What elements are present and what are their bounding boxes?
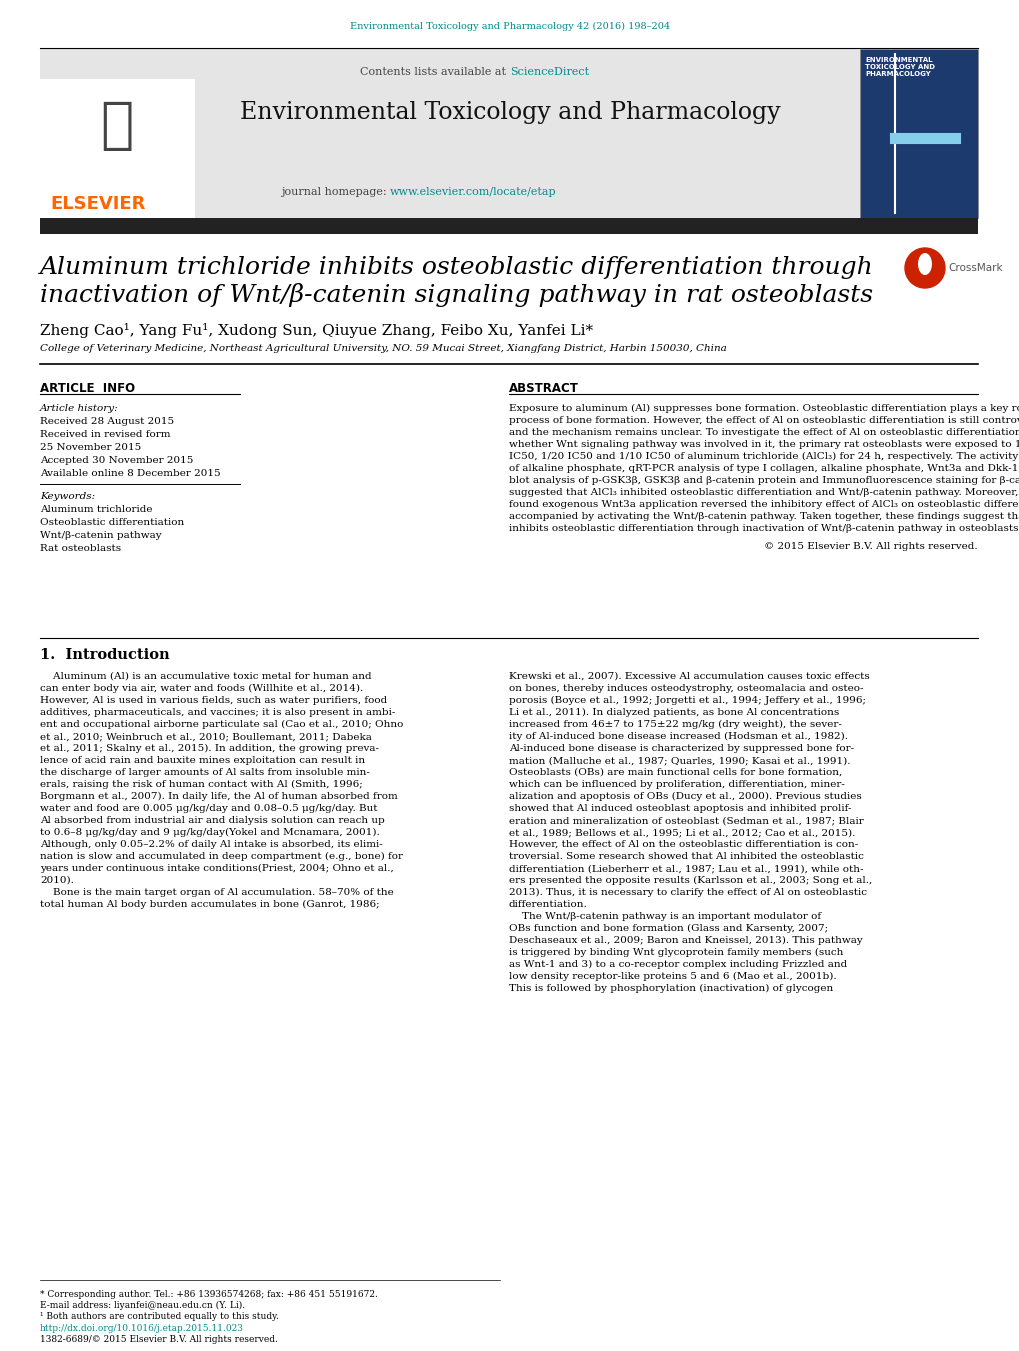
- Text: ARTICLE  INFO: ARTICLE INFO: [40, 382, 135, 394]
- Text: ¹ Both authors are contributed equally to this study.: ¹ Both authors are contributed equally t…: [40, 1312, 278, 1321]
- Text: can enter body via air, water and foods (Willhite et al., 2014).: can enter body via air, water and foods …: [40, 684, 363, 693]
- Text: 2013). Thus, it is necessary to clarify the effect of Al on osteoblastic: 2013). Thus, it is necessary to clarify …: [508, 888, 866, 897]
- Text: Keywords:: Keywords:: [40, 492, 95, 501]
- Text: nation is slow and accumulated in deep compartment (e.g., bone) for: nation is slow and accumulated in deep c…: [40, 852, 403, 861]
- Text: lence of acid rain and bauxite mines exploitation can result in: lence of acid rain and bauxite mines exp…: [40, 757, 365, 765]
- Text: water and food are 0.005 μg/kg/day and 0.08–0.5 μg/kg/day. But: water and food are 0.005 μg/kg/day and 0…: [40, 804, 377, 813]
- Text: to 0.6–8 μg/kg/day and 9 μg/kg/day(Yokel and Mcnamara, 2001).: to 0.6–8 μg/kg/day and 9 μg/kg/day(Yokel…: [40, 828, 379, 838]
- Text: on bones, thereby induces osteodystrophy, osteomalacia and osteo-: on bones, thereby induces osteodystrophy…: [508, 684, 863, 693]
- Text: journal homepage:: journal homepage:: [280, 186, 389, 197]
- Text: the discharge of larger amounts of Al salts from insoluble min-: the discharge of larger amounts of Al sa…: [40, 767, 370, 777]
- Ellipse shape: [917, 253, 931, 276]
- Text: ENVIRONMENTAL
TOXICOLOGY AND
PHARMACOLOGY: ENVIRONMENTAL TOXICOLOGY AND PHARMACOLOG…: [864, 57, 934, 77]
- Text: CrossMark: CrossMark: [947, 263, 1002, 273]
- Text: Osteoblasts (OBs) are main functional cells for bone formation,: Osteoblasts (OBs) are main functional ce…: [508, 767, 842, 777]
- Text: blot analysis of p-GSK3β, GSK3β and β-catenin protein and Immunofluorescence sta: blot analysis of p-GSK3β, GSK3β and β-ca…: [508, 476, 1019, 485]
- Text: Received 28 August 2015: Received 28 August 2015: [40, 417, 174, 426]
- Text: which can be influenced by proliferation, differentiation, miner-: which can be influenced by proliferation…: [508, 780, 844, 789]
- Text: alization and apoptosis of OBs (Ducy et al., 2000). Previous studies: alization and apoptosis of OBs (Ducy et …: [508, 792, 861, 801]
- Text: The Wnt/β-catenin pathway is an important modulator of: The Wnt/β-catenin pathway is an importan…: [508, 912, 820, 921]
- Text: years under continuous intake conditions(Priest, 2004; Ohno et al.,: years under continuous intake conditions…: [40, 865, 393, 873]
- Text: increased from 46±7 to 175±22 mg/kg (dry weight), the sever-: increased from 46±7 to 175±22 mg/kg (dry…: [508, 720, 841, 730]
- Text: Available online 8 December 2015: Available online 8 December 2015: [40, 469, 220, 478]
- Text: showed that Al induced osteoblast apoptosis and inhibited prolif-: showed that Al induced osteoblast apopto…: [508, 804, 851, 813]
- Text: as Wnt-1 and 3) to a co-receptor complex including Frizzled and: as Wnt-1 and 3) to a co-receptor complex…: [508, 961, 847, 969]
- Bar: [40, 218, 977, 234]
- Text: This is followed by phosphorylation (inactivation) of glycogen: This is followed by phosphorylation (ina…: [508, 984, 833, 993]
- Text: differentiation.: differentiation.: [508, 900, 587, 909]
- Text: accompanied by activating the Wnt/β-catenin pathway. Taken together, these findi: accompanied by activating the Wnt/β-cate…: [508, 512, 1019, 521]
- Text: www.elsevier.com/locate/etap: www.elsevier.com/locate/etap: [389, 186, 556, 197]
- Text: found exogenous Wnt3a application reversed the inhibitory effect of AlCl₃ on ost: found exogenous Wnt3a application revers…: [508, 500, 1019, 509]
- Text: Article history:: Article history:: [40, 404, 118, 413]
- Text: Rat osteoblasts: Rat osteoblasts: [40, 544, 121, 553]
- Text: differentiation (Lieberherr et al., 1987; Lau et al., 1991), while oth-: differentiation (Lieberherr et al., 1987…: [508, 865, 863, 873]
- Text: OBs function and bone formation (Glass and Karsenty, 2007;: OBs function and bone formation (Glass a…: [508, 924, 827, 934]
- Text: inactivation of Wnt/β-catenin signaling pathway in rat osteoblasts: inactivation of Wnt/β-catenin signaling …: [40, 282, 872, 307]
- Text: Wnt/β-catenin pathway: Wnt/β-catenin pathway: [40, 531, 161, 540]
- Text: ABSTRACT: ABSTRACT: [508, 382, 579, 394]
- Text: troversial. Some research showed that Al inhibited the osteoblastic: troversial. Some research showed that Al…: [508, 852, 863, 861]
- Text: whether Wnt signaling pathway was involved in it, the primary rat osteoblasts we: whether Wnt signaling pathway was involv…: [508, 440, 1019, 449]
- Text: 2010).: 2010).: [40, 875, 73, 885]
- Text: © 2015 Elsevier B.V. All rights reserved.: © 2015 Elsevier B.V. All rights reserved…: [763, 542, 977, 551]
- Text: Krewski et al., 2007). Excessive Al accumulation causes toxic effects: Krewski et al., 2007). Excessive Al accu…: [508, 671, 869, 681]
- Text: et al., 2011; Skalny et al., 2015). In addition, the growing preva-: et al., 2011; Skalny et al., 2015). In a…: [40, 744, 379, 753]
- Text: Borgmann et al., 2007). In daily life, the Al of human absorbed from: Borgmann et al., 2007). In daily life, t…: [40, 792, 397, 801]
- Text: IC50, 1/20 IC50 and 1/10 IC50 of aluminum trichloride (AlCl₃) for 24 h, respecti: IC50, 1/20 IC50 and 1/10 IC50 of aluminu…: [508, 453, 1019, 461]
- Text: Zheng Cao¹, Yang Fu¹, Xudong Sun, Qiuyue Zhang, Feibo Xu, Yanfei Li*: Zheng Cao¹, Yang Fu¹, Xudong Sun, Qiuyue…: [40, 323, 592, 338]
- Text: Contents lists available at: Contents lists available at: [360, 68, 510, 77]
- Bar: [40, 49, 977, 218]
- Text: Received in revised form: Received in revised form: [40, 430, 170, 439]
- Text: erals, raising the risk of human contact with Al (Smith, 1996;: erals, raising the risk of human contact…: [40, 780, 363, 789]
- Text: ers presented the opposite results (Karlsson et al., 2003; Song et al.,: ers presented the opposite results (Karl…: [508, 875, 871, 885]
- Text: Bone is the main target organ of Al accumulation. 58–70% of the: Bone is the main target organ of Al accu…: [40, 888, 393, 897]
- Text: However, the effect of Al on the osteoblastic differentiation is con-: However, the effect of Al on the osteobl…: [508, 840, 857, 848]
- Bar: [40, 78, 195, 218]
- Text: process of bone formation. However, the effect of Al on osteoblastic differentia: process of bone formation. However, the …: [508, 416, 1019, 426]
- Text: ScienceDirect: ScienceDirect: [510, 68, 589, 77]
- Text: Al absorbed from industrial air and dialysis solution can reach up: Al absorbed from industrial air and dial…: [40, 816, 384, 825]
- Text: et al., 1989; Bellows et al., 1995; Li et al., 2012; Cao et al., 2015).: et al., 1989; Bellows et al., 1995; Li e…: [508, 828, 855, 838]
- Text: ELSEVIER: ELSEVIER: [50, 195, 146, 213]
- Text: However, Al is used in various fields, such as water purifiers, food: However, Al is used in various fields, s…: [40, 696, 387, 705]
- Text: additives, pharmaceuticals, and vaccines; it is also present in ambi-: additives, pharmaceuticals, and vaccines…: [40, 708, 395, 717]
- Text: Deschaseaux et al., 2009; Baron and Kneissel, 2013). This pathway: Deschaseaux et al., 2009; Baron and Knei…: [508, 936, 862, 946]
- Text: total human Al body burden accumulates in bone (Ganrot, 1986;: total human Al body burden accumulates i…: [40, 900, 379, 909]
- Text: 1382-6689/© 2015 Elsevier B.V. All rights reserved.: 1382-6689/© 2015 Elsevier B.V. All right…: [40, 1335, 277, 1344]
- Text: Osteoblastic differentiation: Osteoblastic differentiation: [40, 517, 184, 527]
- Text: porosis (Boyce et al., 1992; Jorgetti et al., 1994; Jeffery et al., 1996;: porosis (Boyce et al., 1992; Jorgetti et…: [508, 696, 865, 705]
- Text: http://dx.doi.org/10.1016/j.etap.2015.11.023: http://dx.doi.org/10.1016/j.etap.2015.11…: [40, 1324, 244, 1333]
- Text: ity of Al-induced bone disease increased (Hodsman et al., 1982).: ity of Al-induced bone disease increased…: [508, 732, 847, 742]
- Text: Li et al., 2011). In dialyzed patients, as bone Al concentrations: Li et al., 2011). In dialyzed patients, …: [508, 708, 839, 717]
- Text: Exposure to aluminum (Al) suppresses bone formation. Osteoblastic differentiatio: Exposure to aluminum (Al) suppresses bon…: [508, 404, 1019, 413]
- Text: and the mechanism remains unclear. To investigate the effect of Al on osteoblast: and the mechanism remains unclear. To in…: [508, 428, 1019, 436]
- Text: Aluminum trichloride inhibits osteoblastic differentiation through: Aluminum trichloride inhibits osteoblast…: [40, 255, 873, 280]
- Text: mation (Malluche et al., 1987; Quarles, 1990; Kasai et al., 1991).: mation (Malluche et al., 1987; Quarles, …: [508, 757, 850, 765]
- Text: 25 November 2015: 25 November 2015: [40, 443, 141, 453]
- Bar: [859, 49, 977, 218]
- Text: Aluminum (Al) is an accumulative toxic metal for human and: Aluminum (Al) is an accumulative toxic m…: [40, 671, 371, 681]
- Text: is triggered by binding Wnt glycoprotein family members (such: is triggered by binding Wnt glycoprotein…: [508, 948, 843, 957]
- Text: suggested that AlCl₃ inhibited osteoblastic differentiation and Wnt/β-catenin pa: suggested that AlCl₃ inhibited osteoblas…: [508, 488, 1019, 497]
- Text: Accepted 30 November 2015: Accepted 30 November 2015: [40, 457, 194, 465]
- Text: Although, only 0.05–2.2% of daily Al intake is absorbed, its elimi-: Although, only 0.05–2.2% of daily Al int…: [40, 840, 382, 848]
- Text: Al-induced bone disease is characterized by suppressed bone for-: Al-induced bone disease is characterized…: [508, 744, 853, 753]
- Text: E-mail address: liyanfei@neau.edu.cn (Y. Li).: E-mail address: liyanfei@neau.edu.cn (Y.…: [40, 1301, 245, 1310]
- Text: Environmental Toxicology and Pharmacology: Environmental Toxicology and Pharmacolog…: [239, 101, 780, 124]
- Text: inhibits osteoblastic differentiation through inactivation of Wnt/β-catenin path: inhibits osteoblastic differentiation th…: [508, 524, 1019, 534]
- Text: Environmental Toxicology and Pharmacology 42 (2016) 198–204: Environmental Toxicology and Pharmacolog…: [350, 22, 669, 31]
- Text: of alkaline phosphate, qRT-PCR analysis of type I collagen, alkaline phosphate, : of alkaline phosphate, qRT-PCR analysis …: [508, 463, 1019, 473]
- Text: Aluminum trichloride: Aluminum trichloride: [40, 505, 153, 513]
- Text: low density receptor-like proteins 5 and 6 (Mao et al., 2001b).: low density receptor-like proteins 5 and…: [508, 971, 836, 981]
- Text: 🌳: 🌳: [100, 99, 133, 153]
- Text: ent and occupational airborne particulate sal (Cao et al., 2010; Ohno: ent and occupational airborne particulat…: [40, 720, 403, 730]
- Text: et al., 2010; Weinbruch et al., 2010; Boullemant, 2011; Dabeka: et al., 2010; Weinbruch et al., 2010; Bo…: [40, 732, 372, 740]
- Circle shape: [904, 249, 944, 288]
- Text: * Corresponding author. Tel.: +86 13936574268; fax: +86 451 55191672.: * Corresponding author. Tel.: +86 139365…: [40, 1290, 377, 1300]
- Text: College of Veterinary Medicine, Northeast Agricultural University, NO. 59 Mucai : College of Veterinary Medicine, Northeas…: [40, 345, 727, 353]
- Text: 1.  Introduction: 1. Introduction: [40, 648, 169, 662]
- Text: eration and mineralization of osteoblast (Sedman et al., 1987; Blair: eration and mineralization of osteoblast…: [508, 816, 863, 825]
